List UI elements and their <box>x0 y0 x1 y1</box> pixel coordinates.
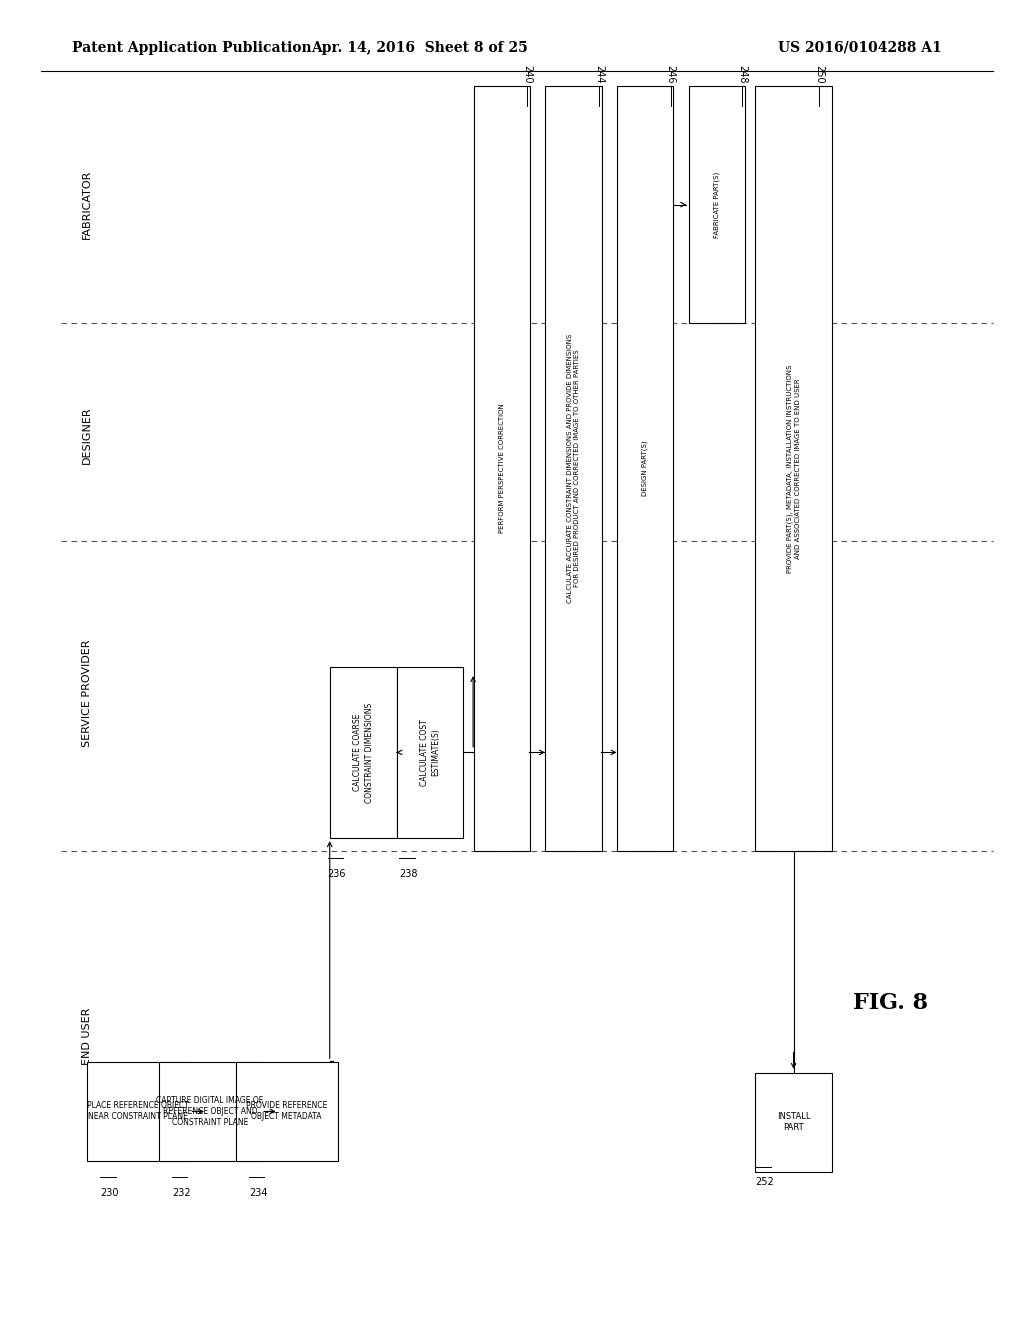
Bar <box>616 86 674 851</box>
Bar <box>87 1061 189 1162</box>
Text: CALCULATE COST
ESTIMATE(S): CALCULATE COST ESTIMATE(S) <box>420 719 440 785</box>
Text: US 2016/0104288 A1: US 2016/0104288 A1 <box>778 41 942 54</box>
Text: DESIGN PART(S): DESIGN PART(S) <box>642 441 648 496</box>
Text: SERVICE PROVIDER: SERVICE PROVIDER <box>82 639 92 747</box>
Text: PROVIDE PART(S), METADATA, INSTALLATION INSTRUCTIONS
AND ASSOCIATED CORRECTED IM: PROVIDE PART(S), METADATA, INSTALLATION … <box>786 364 801 573</box>
Text: FIG. 8: FIG. 8 <box>853 993 929 1014</box>
Text: INSTALL
PART: INSTALL PART <box>777 1111 810 1133</box>
Text: 236: 236 <box>328 869 346 879</box>
Text: 232: 232 <box>172 1188 190 1199</box>
Text: DESIGNER: DESIGNER <box>82 407 92 465</box>
Text: 246: 246 <box>666 65 676 83</box>
Text: FABRICATE PART(S): FABRICATE PART(S) <box>714 172 720 238</box>
Bar <box>756 1072 831 1172</box>
Text: 244: 244 <box>594 65 604 83</box>
Text: 238: 238 <box>399 869 418 879</box>
Bar <box>330 667 397 838</box>
Text: FABRICATOR: FABRICATOR <box>82 170 92 239</box>
Text: PLACE REFERENCE OBJECT
NEAR CONSTRAINT PLANE: PLACE REFERENCE OBJECT NEAR CONSTRAINT P… <box>87 1101 189 1122</box>
Text: CALCULATE COARSE
CONSTRAINT DIMENSIONS: CALCULATE COARSE CONSTRAINT DIMENSIONS <box>353 702 374 803</box>
Text: Apr. 14, 2016  Sheet 8 of 25: Apr. 14, 2016 Sheet 8 of 25 <box>311 41 528 54</box>
Text: PERFORM PERSPECTIVE CORRECTION: PERFORM PERSPECTIVE CORRECTION <box>499 404 505 533</box>
Text: CALCULATE ACCURATE CONSTRAINT DIMENSIONS AND PROVIDE DIMENSIONS
FOR DESIRED PROD: CALCULATE ACCURATE CONSTRAINT DIMENSIONS… <box>566 334 581 603</box>
Text: 230: 230 <box>100 1188 119 1199</box>
Text: CAPTURE DIGITAL IMAGE OF
REFERENCE OBJECT AND
CONSTRAINT PLANE: CAPTURE DIGITAL IMAGE OF REFERENCE OBJEC… <box>157 1096 263 1127</box>
Text: 252: 252 <box>756 1177 774 1188</box>
Text: 240: 240 <box>522 65 532 83</box>
Bar <box>756 86 831 851</box>
Bar <box>159 1061 261 1162</box>
Text: END USER: END USER <box>82 1007 92 1065</box>
Bar <box>236 1061 338 1162</box>
Bar <box>473 86 530 851</box>
Text: 248: 248 <box>737 65 748 83</box>
Bar <box>396 667 463 838</box>
Bar <box>546 86 602 851</box>
Bar <box>688 86 745 323</box>
Text: PROVIDE REFERENCE
OBJECT METADATA: PROVIDE REFERENCE OBJECT METADATA <box>246 1101 328 1122</box>
Text: 234: 234 <box>249 1188 267 1199</box>
Text: Patent Application Publication: Patent Application Publication <box>72 41 311 54</box>
Text: 250: 250 <box>814 65 824 83</box>
